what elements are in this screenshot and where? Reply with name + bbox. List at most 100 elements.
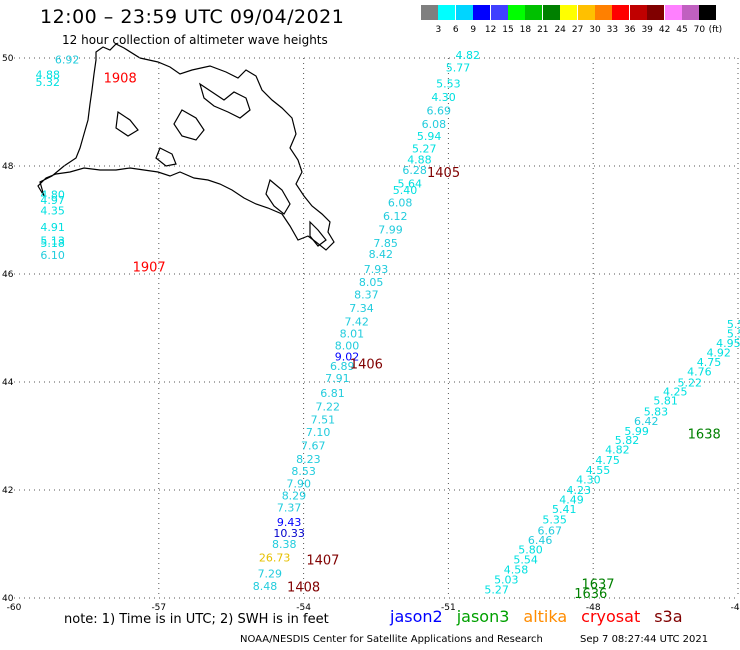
- lat-tick-label: 40: [2, 594, 14, 604]
- lon-tick-label: -54: [296, 603, 311, 613]
- wave-height-label: 6.67: [538, 524, 563, 537]
- track: 5.55.54.954.924.754.765.224.255.815.836.…: [559, 318, 740, 507]
- color-tick-label: 42: [658, 25, 671, 35]
- wave-height-label: 7.90: [287, 477, 312, 490]
- color-swatch: [542, 5, 560, 20]
- color-tick-label: 18: [519, 25, 532, 35]
- wave-height-label: 5.81: [653, 395, 678, 408]
- satellite-tracks: 6.924.885.32 19084.804.974.354.915.135.18…: [36, 49, 740, 602]
- wave-height-label: 7.34: [349, 302, 374, 315]
- lon-tick-label: -45: [731, 603, 740, 613]
- wave-height-label: 7.22: [315, 401, 340, 414]
- wave-height-label: 5.83: [644, 405, 669, 418]
- wave-height-label: 4.49: [559, 494, 584, 507]
- wave-height-label: 7.29: [258, 567, 283, 580]
- wave-height-label: 6.89: [330, 360, 355, 373]
- color-tick-label: 36: [624, 25, 636, 35]
- wave-height-label: 9.02: [335, 350, 360, 363]
- track: 5.415.356.676.465.805.544.585.035.27 1637: [484, 503, 614, 596]
- mission-altika: altika: [523, 607, 568, 626]
- wave-height-label: 8.42: [369, 248, 394, 261]
- wave-height-label: 6.42: [634, 415, 659, 428]
- color-tick-label: 9: [470, 25, 477, 35]
- wave-height-label: 4.88: [407, 153, 432, 166]
- wave-height-label: 5.03: [494, 573, 519, 586]
- wave-height-label: 4.58: [504, 564, 529, 577]
- wave-height-label: 5.18: [40, 237, 65, 250]
- wave-height-label: 26.73: [259, 551, 291, 564]
- wave-height-label: 7.67: [301, 440, 326, 453]
- wave-height-label: 8.00: [335, 340, 360, 353]
- wave-height-label: 4.76: [687, 366, 712, 379]
- color-tick-label: 24: [554, 25, 566, 35]
- wave-height-label: 8.01: [340, 328, 365, 341]
- color-swatch: [560, 5, 578, 20]
- wave-height-label: 9.43: [277, 516, 302, 529]
- lat-lon-grid: -60 -57 -54 -51 -48 -45 40 42 44 46 48 50: [2, 54, 740, 613]
- color-tick-label: 39: [641, 25, 653, 35]
- wave-height-label: 7.51: [311, 414, 336, 427]
- mission-s3a: s3a: [654, 607, 683, 626]
- track: 7.938.058.377.347.428.018.009.026.897.91…: [325, 263, 388, 385]
- wave-height-label: 5.64: [398, 178, 423, 191]
- track-time-label: 1908: [104, 71, 137, 86]
- wave-height-label: 8.05: [359, 276, 384, 289]
- wave-height-label: 5.27: [412, 143, 437, 156]
- lat-tick-label: 42: [2, 486, 13, 496]
- wave-height-label: 5.99: [624, 425, 649, 438]
- track: 4.825.775.534.306.696.085.945.274.886.28…: [369, 49, 480, 261]
- color-tick-label: 45: [676, 25, 688, 35]
- generation-timestamp: Sep 7 08:27:44 UTC 2021: [580, 634, 709, 645]
- wave-height-label: 5.22: [677, 376, 702, 389]
- color-tick-label: 33: [606, 25, 619, 35]
- color-tick-label: 70: [693, 25, 706, 35]
- wave-height-label: 4.75: [595, 454, 620, 467]
- color-tick-label: 21: [537, 25, 549, 35]
- lat-tick-label: 44: [2, 378, 14, 388]
- wave-height-label: 8.29: [282, 490, 307, 503]
- mission-legend: jason2 jason3 altika cryosat s3a: [390, 607, 697, 626]
- lat-tick-label: 50: [2, 54, 14, 64]
- wave-height-label: 6.92: [55, 53, 80, 66]
- wave-height-label: 4.82: [455, 49, 480, 62]
- wave-height-label: 6.69: [426, 105, 451, 118]
- wave-height-label: 6.81: [320, 387, 345, 400]
- lon-tick-label: -48: [586, 603, 601, 613]
- wave-height-label: 5.53: [436, 78, 461, 91]
- wave-height-label: 5.54: [513, 553, 538, 566]
- color-tick-label: 30: [589, 25, 601, 35]
- wave-height-label: 7.42: [344, 315, 369, 328]
- wave-height-label: 4.92: [706, 347, 731, 360]
- color-swatch: [664, 5, 682, 20]
- color-unit-label: (ft): [708, 25, 723, 35]
- wave-height-label: 7.99: [378, 224, 403, 237]
- color-swatch: [699, 5, 717, 20]
- map-title: 12:00 – 23:59 UTC 09/04/2021: [40, 6, 345, 28]
- track-time-label: 1408: [287, 581, 320, 596]
- track-time-label: 1405: [427, 166, 460, 181]
- color-swatch: [682, 5, 699, 20]
- color-swatch: [473, 5, 491, 20]
- wave-height-label: 4.55: [586, 464, 611, 477]
- wave-height-label: 5.94: [417, 130, 442, 143]
- wave-height-label: 5.5: [727, 318, 740, 331]
- wave-height-label: 6.12: [383, 210, 408, 223]
- mission-jason3: jason3: [456, 607, 510, 626]
- track-time-label: 1636: [574, 587, 607, 602]
- wave-height-label: 4.23: [566, 484, 591, 497]
- track: 6.817.227.517.107.678.238.537.908.297.37…: [259, 387, 345, 568]
- wave-height-label: 4.35: [40, 205, 65, 218]
- color-swatch: [647, 5, 665, 20]
- track: 6.92 4.885.32 1908: [36, 53, 137, 89]
- color-tick-label: 3: [435, 25, 442, 35]
- wave-height-label: 6.08: [388, 197, 413, 210]
- color-tick-label: 15: [502, 25, 514, 35]
- lat-tick-label: 46: [2, 270, 14, 280]
- lat-tick-label: 48: [2, 162, 14, 172]
- color-swatch: [629, 5, 647, 20]
- lon-tick-label: -60: [7, 603, 22, 613]
- wave-height-label: 4.97: [40, 194, 65, 207]
- credit-line: NOAA/NESDIS Center for Satellite Applica…: [240, 634, 543, 645]
- wave-height-label: 4.95: [716, 337, 740, 350]
- color-swatch: [490, 5, 508, 20]
